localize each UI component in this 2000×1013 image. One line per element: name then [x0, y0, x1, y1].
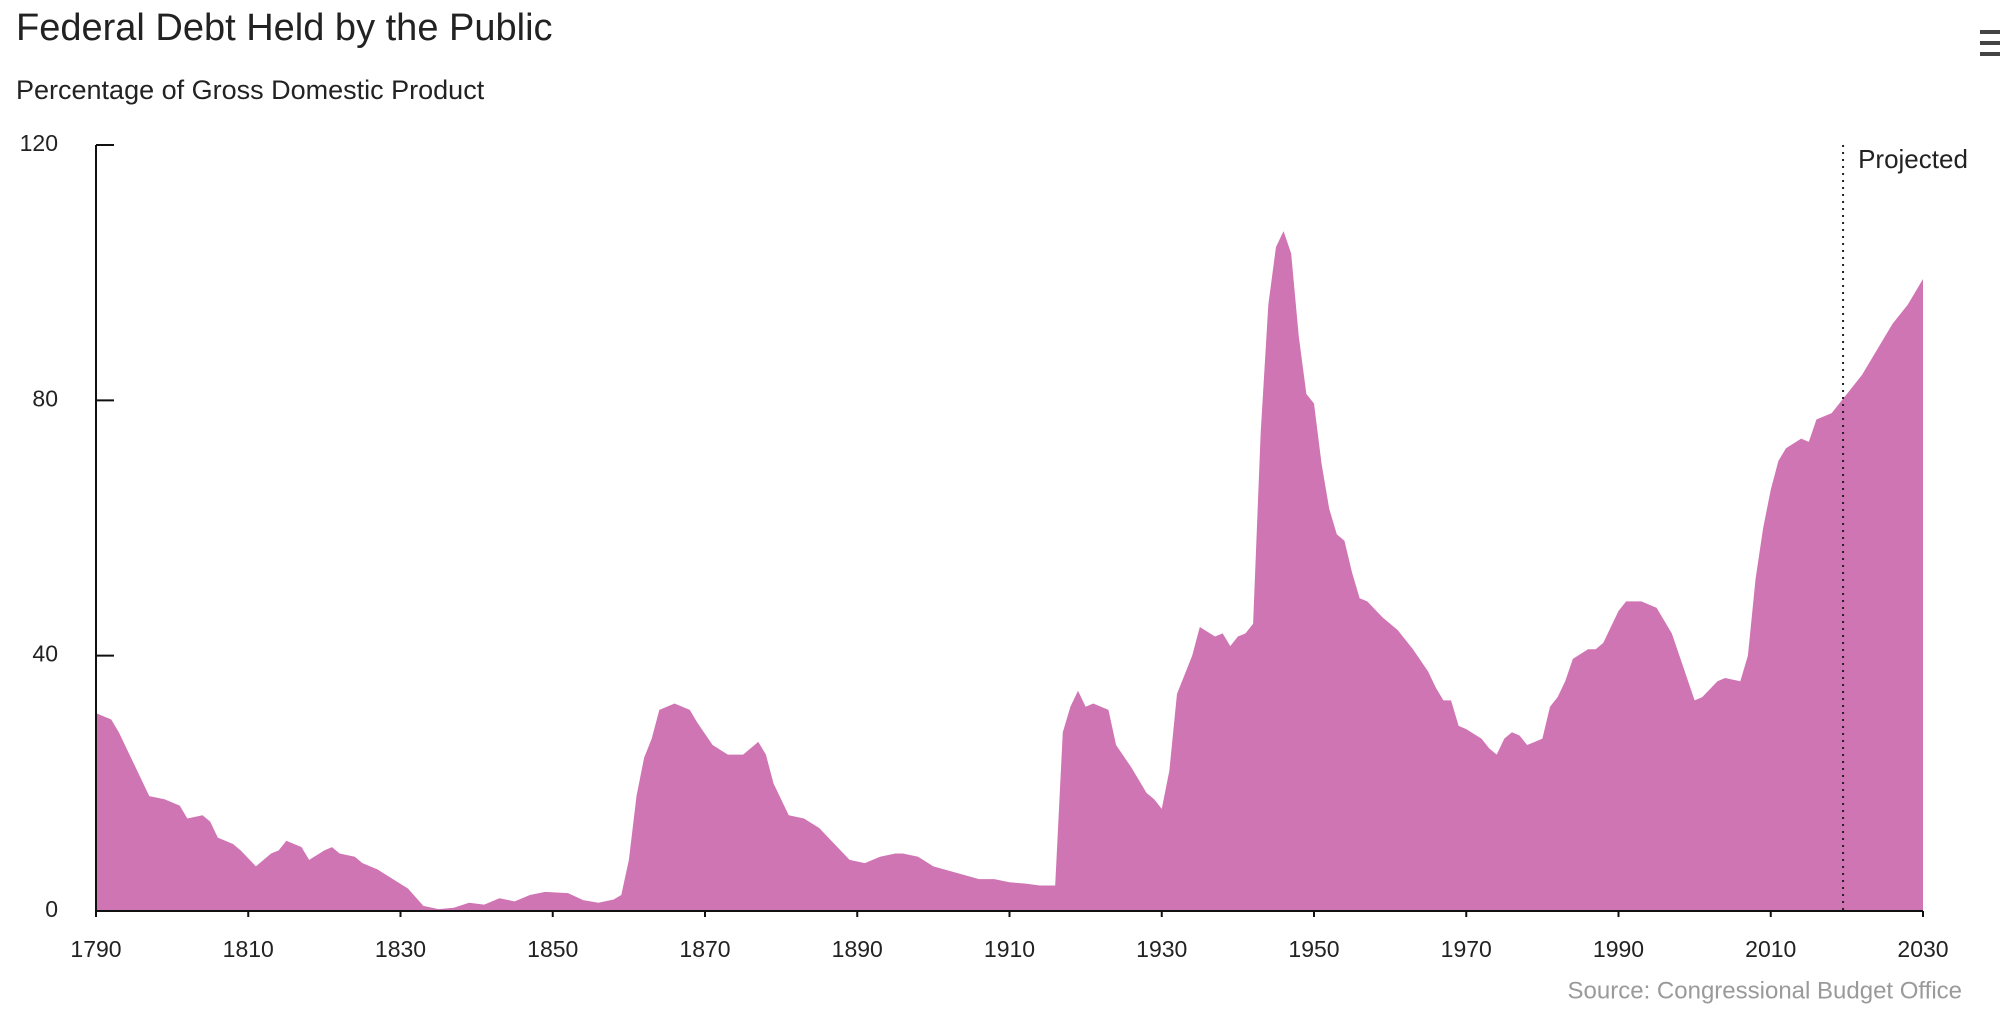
- annotation: Projected: [1858, 144, 1968, 174]
- source-note: Source: Congressional Budget Office: [1568, 977, 1962, 1004]
- y-tick-label: 80: [32, 385, 58, 411]
- y-tick-label: 40: [32, 641, 58, 667]
- x-tick-label: 1950: [1288, 936, 1339, 962]
- x-tick-label: 1830: [375, 936, 426, 962]
- x-tick-label: 2030: [1897, 936, 1948, 962]
- x-tick-label: 1890: [832, 936, 883, 962]
- x-tick-label: 1850: [527, 936, 578, 962]
- x-tick-label: 1790: [70, 936, 121, 962]
- y-tick-label: 0: [45, 896, 58, 922]
- chart-subtitle: Percentage of Gross Domestic Product: [16, 75, 485, 105]
- x-tick-label: 1810: [223, 936, 274, 962]
- x-tick-label: 1990: [1593, 936, 1644, 962]
- x-tick-label: 1910: [984, 936, 1035, 962]
- area: [96, 231, 1923, 911]
- y-tick-label: 120: [20, 130, 58, 156]
- x-tick-label: 1870: [679, 936, 730, 962]
- x-tick-label: 1970: [1441, 936, 1492, 962]
- chart-title: Federal Debt Held by the Public: [16, 7, 553, 49]
- menu-icon[interactable]: [1980, 30, 2000, 56]
- x-tick-label: 2010: [1745, 936, 1796, 962]
- x-tick-label: 1930: [1136, 936, 1187, 962]
